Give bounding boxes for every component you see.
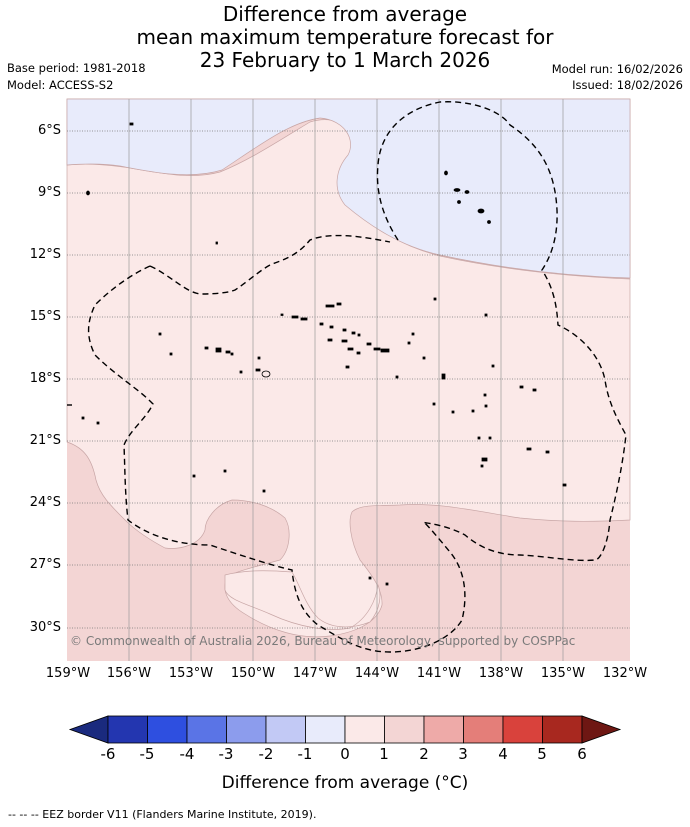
colorbar-swatch xyxy=(542,715,583,744)
eez-border-north xyxy=(149,234,391,295)
map-title-line-2: mean maximum temperature forecast for xyxy=(136,25,554,49)
islands xyxy=(81,122,567,586)
lat-label-12s: 12°S xyxy=(29,247,61,262)
model-label: Model: ACCESS-S2 xyxy=(7,78,114,92)
colorbar-tick-0: 0 xyxy=(340,745,350,763)
colorbar-tick-minus1: -1 xyxy=(297,745,313,763)
lat-label-30s: 30°S xyxy=(29,620,61,635)
colorbar-swatch xyxy=(265,715,306,744)
colorbar-swatch xyxy=(463,715,504,744)
colorbar-tick-4: 4 xyxy=(498,745,508,763)
colorbar-title: Difference from average (°C) xyxy=(221,773,469,793)
lon-label-132w: 132°W xyxy=(602,666,648,681)
lat-label-21s: 21°S xyxy=(29,433,61,448)
colorbar-tick-3: 3 xyxy=(458,745,468,763)
lat-label-6s: 6°S xyxy=(37,123,61,138)
colorbar-extend-high xyxy=(581,715,622,744)
lon-label-147w: 147°W xyxy=(292,666,338,681)
colorbar-swatch xyxy=(384,715,425,744)
eez-border-marquesas xyxy=(376,101,627,562)
colorbar-swatch xyxy=(305,715,346,744)
colorbar-tick-minus4: -4 xyxy=(179,745,195,763)
colorbar xyxy=(68,715,622,744)
lat-label-24s: 24°S xyxy=(29,495,61,510)
colorbar-swatch xyxy=(107,715,148,744)
lat-label-27s: 27°S xyxy=(29,557,61,572)
colorbar-swatch xyxy=(502,715,543,744)
colorbar-swatch xyxy=(147,715,188,744)
map-title-line-3: 23 February to 1 March 2026 xyxy=(199,48,491,72)
lon-label-141w: 141°W xyxy=(416,666,462,681)
colorbar-swatch xyxy=(344,715,385,744)
colorbar-tick-minus5: -5 xyxy=(139,745,155,763)
lon-label-135w: 135°W xyxy=(540,666,586,681)
lon-label-159w: 159°W xyxy=(45,666,91,681)
lon-label-156w: 156°W xyxy=(106,666,152,681)
colorbar-extend-low xyxy=(68,715,109,744)
colorbar-swatch xyxy=(186,715,227,744)
colorbar-tick-1: 1 xyxy=(379,745,389,763)
colorbar-tick-6: 6 xyxy=(577,745,587,763)
base-period-label: Base period: 1981-2018 xyxy=(7,61,146,75)
lon-label-144w: 144°W xyxy=(354,666,400,681)
map-title-line-1: Difference from average xyxy=(222,2,468,26)
copyright-note: © Commonwealth of Australia 2026, Bureau… xyxy=(70,634,576,648)
eez-legend: -- -- -- EEZ border V11 (Flanders Marine… xyxy=(8,808,317,821)
colorbar-swatch xyxy=(423,715,464,744)
lon-label-150w: 150°W xyxy=(230,666,276,681)
eez-borders xyxy=(67,101,627,653)
lat-label-18s: 18°S xyxy=(29,371,61,386)
colorbar-tick-minus2: -2 xyxy=(258,745,274,763)
lat-label-15s: 15°S xyxy=(29,309,61,324)
colorbar-tick-minus6: -6 xyxy=(100,745,116,763)
lon-label-138w: 138°W xyxy=(478,666,524,681)
lat-label-9s: 9°S xyxy=(37,185,61,200)
colorbar-tick-5: 5 xyxy=(537,745,547,763)
lon-label-153w: 153°W xyxy=(168,666,214,681)
colorbar-tick-2: 2 xyxy=(419,745,429,763)
issued-label: Issued: 18/02/2026 xyxy=(572,78,683,92)
anomaly-region-0-to-1-pocket xyxy=(224,570,381,630)
colorbar-swatch xyxy=(226,715,267,744)
colorbar-tick-minus3: -3 xyxy=(218,745,234,763)
model-run-label: Model run: 16/02/2026 xyxy=(551,62,683,76)
